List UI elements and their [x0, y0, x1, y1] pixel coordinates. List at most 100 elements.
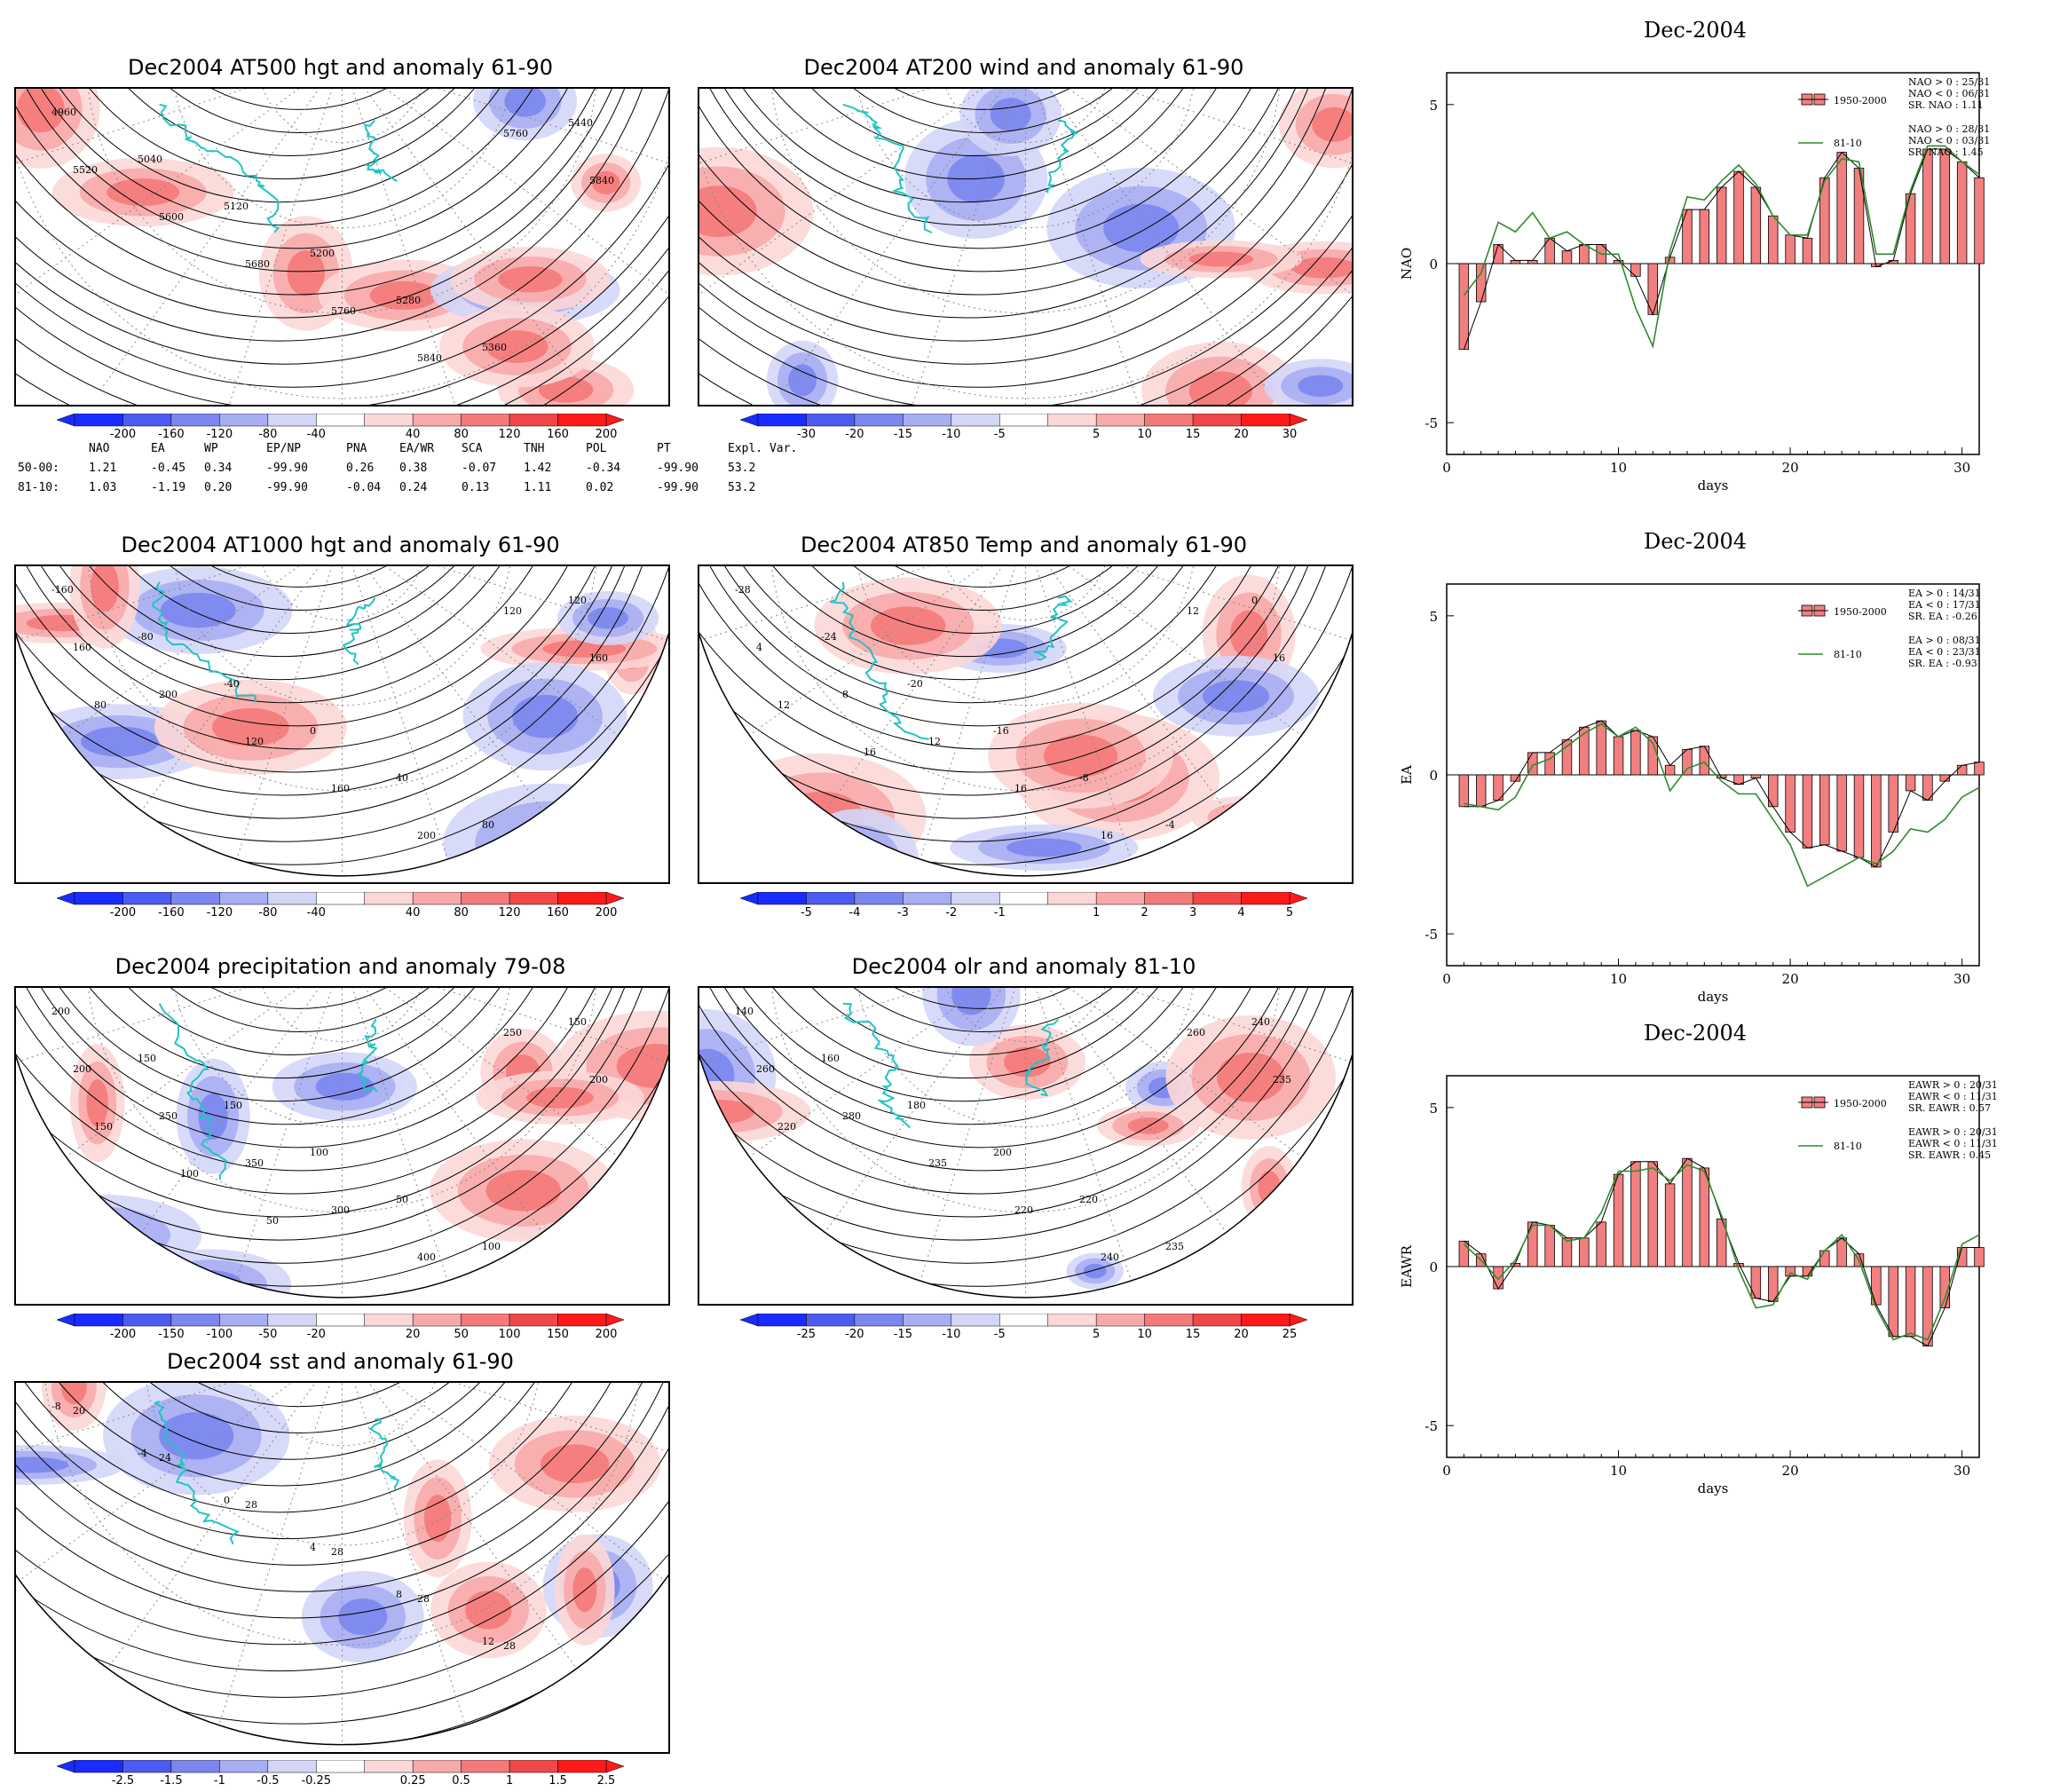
bar — [1493, 1266, 1503, 1290]
colorbar-at200: -30 -20 -15 -10 -5 5 10 15 20 30 — [739, 413, 1308, 446]
teleconnection-cell: WP — [204, 442, 218, 455]
map-precip: 200 150 150 100 50 100 150 200 250 350 300 400 250 20… — [14, 986, 670, 1306]
contour-label: 50 — [396, 1194, 408, 1205]
teleconnection-table: NAO EA WP EP/NP PNA EA/WR SCA TNH POL PT Expl. Var… — [18, 442, 797, 499]
bar — [1733, 170, 1744, 264]
teleconnection-cell: Expl. Var. — [728, 442, 798, 455]
contour-label: 300 — [331, 1204, 350, 1216]
colorbar-tick: -0.25 — [301, 1774, 332, 1788]
x-tick-label: 20 — [1782, 460, 1799, 476]
map-olr: 140 160 180 200 220 235 240 260 280 235 220 240 260 2… — [698, 986, 1354, 1306]
teleconnection-cell: 1.42 — [524, 462, 552, 475]
colorbar-tick: -20 — [845, 1328, 864, 1341]
contour-label: 200 — [417, 830, 436, 841]
colorbar-tick: -1 — [213, 1774, 225, 1788]
bar — [1699, 1167, 1710, 1267]
x-axis-label: days — [1698, 1480, 1729, 1496]
x-axis-label: days — [1698, 989, 1729, 1005]
teleconnection-cell: NAO — [89, 442, 110, 455]
colorbar-tick: -10 — [942, 1328, 961, 1341]
teleconnection-cell: 53.2 — [728, 481, 756, 494]
stats-81-10: SR. EA : -0.93 — [1908, 658, 1977, 669]
teleconnection-cell: 0.26 — [346, 462, 375, 475]
y-axis-label: NAO — [1399, 248, 1415, 280]
timeseries-eawr: 5 0 -5 0 10 20 30 days EAWR 1950-2000 81-10 EAWR > … — [1399, 1075, 1998, 1496]
legend-line-label: 81-10 — [1834, 1141, 1862, 1152]
contour-label: 80 — [94, 699, 107, 711]
y-tick-label: 5 — [1429, 1101, 1438, 1117]
bar — [1630, 263, 1641, 277]
bar — [1510, 260, 1521, 264]
contour-label: 400 — [417, 1251, 436, 1263]
colorbar-tick: 20 — [405, 1328, 421, 1341]
teleconnection-cell: -99.90 — [266, 481, 308, 494]
contour-label: 16 — [1273, 652, 1285, 664]
contour-label: 80 — [482, 819, 494, 831]
bar — [1956, 1247, 1968, 1267]
stats-1950-2000: NAO < 0 : 06/31 — [1908, 88, 1990, 99]
x-tick-label: 0 — [1442, 460, 1451, 476]
contour-label: 5440 — [568, 117, 593, 129]
contour-label: 150 — [224, 1100, 242, 1111]
colorbar-tick: -30 — [796, 428, 817, 441]
contour-label: 250 — [159, 1110, 178, 1122]
legend-line-label: 81-10 — [1834, 649, 1862, 660]
bar — [1544, 1225, 1555, 1267]
contour-label: 5120 — [224, 201, 249, 212]
colorbar-tick: 40 — [405, 428, 421, 441]
colorbar-tick: 80 — [454, 906, 469, 920]
series-1950-2000-line — [1464, 720, 1980, 868]
contour-label: 16 — [1101, 830, 1113, 841]
bar — [1596, 720, 1606, 776]
bar — [1596, 1221, 1606, 1267]
colorbar-at500: -200 -160 -120 -80 -40 40 80 120 160 200 — [56, 413, 625, 446]
contour-label: 24 — [159, 1452, 171, 1464]
colorbar-tick: 15 — [1185, 428, 1201, 441]
colorbar-tick: 1 — [505, 1774, 514, 1788]
bar — [1561, 250, 1573, 264]
contour-label: 28 — [331, 1546, 343, 1558]
colorbar-tick: 200 — [595, 906, 618, 920]
teleconnection-cell: -0.34 — [586, 462, 621, 475]
colorbar-tick: -20 — [845, 428, 864, 441]
contour-label: 5520 — [73, 164, 98, 176]
map-at850: -28 -24 -20 -16 -8 -4 0 4 8 12 16 16 12 16 12 16 — [698, 564, 1354, 884]
colorbar-tick: 200 — [595, 428, 618, 441]
colorbar-tick: -20 — [306, 1328, 326, 1341]
bar — [1579, 1237, 1590, 1267]
bar — [1956, 161, 1968, 264]
y-tick-label: -5 — [1425, 927, 1438, 943]
teleconnection-cell: 1.11 — [524, 481, 552, 494]
colorbar-tick: -200 — [109, 428, 137, 441]
bar — [1819, 1250, 1830, 1267]
bar — [1716, 186, 1727, 264]
stats-1950-2000: EA > 0 : 14/31 — [1908, 588, 1981, 599]
teleconnection-cell: EA — [151, 442, 165, 455]
contour-label: 5040 — [138, 154, 162, 165]
x-tick-label: 10 — [1610, 460, 1627, 476]
contour-label: 160 — [589, 652, 608, 664]
contour-label: 5840 — [417, 352, 442, 364]
contour-label: 16 — [1014, 783, 1027, 794]
colorbar-tick: -120 — [206, 906, 233, 920]
colorbar-tick: -0.5 — [256, 1774, 280, 1788]
bar — [1561, 739, 1573, 776]
bar — [1613, 736, 1624, 776]
bar — [1888, 1266, 1898, 1338]
contour-label: 5760 — [503, 128, 528, 139]
colorbar-tick: 150 — [547, 1328, 569, 1341]
bar — [1682, 748, 1693, 776]
contour-label: 5280 — [396, 295, 421, 306]
colorbar-tick: -3 — [896, 906, 909, 920]
stats-1950-2000: EAWR > 0 : 20/31 — [1908, 1079, 1998, 1091]
colorbar-tick: -40 — [306, 428, 326, 441]
contour-label: 235 — [1273, 1074, 1291, 1085]
stats-1950-2000: NAO > 0 : 25/31 — [1908, 76, 1990, 88]
bar — [1974, 177, 1985, 264]
teleconnection-row-label: 50-00: — [18, 462, 59, 475]
contour-label: 12 — [928, 736, 941, 747]
colorbar-tick: 20 — [1234, 1328, 1249, 1341]
teleconnection-cell: 53.2 — [728, 462, 756, 475]
bar — [1768, 215, 1779, 264]
contour-label: -160 — [51, 584, 74, 596]
